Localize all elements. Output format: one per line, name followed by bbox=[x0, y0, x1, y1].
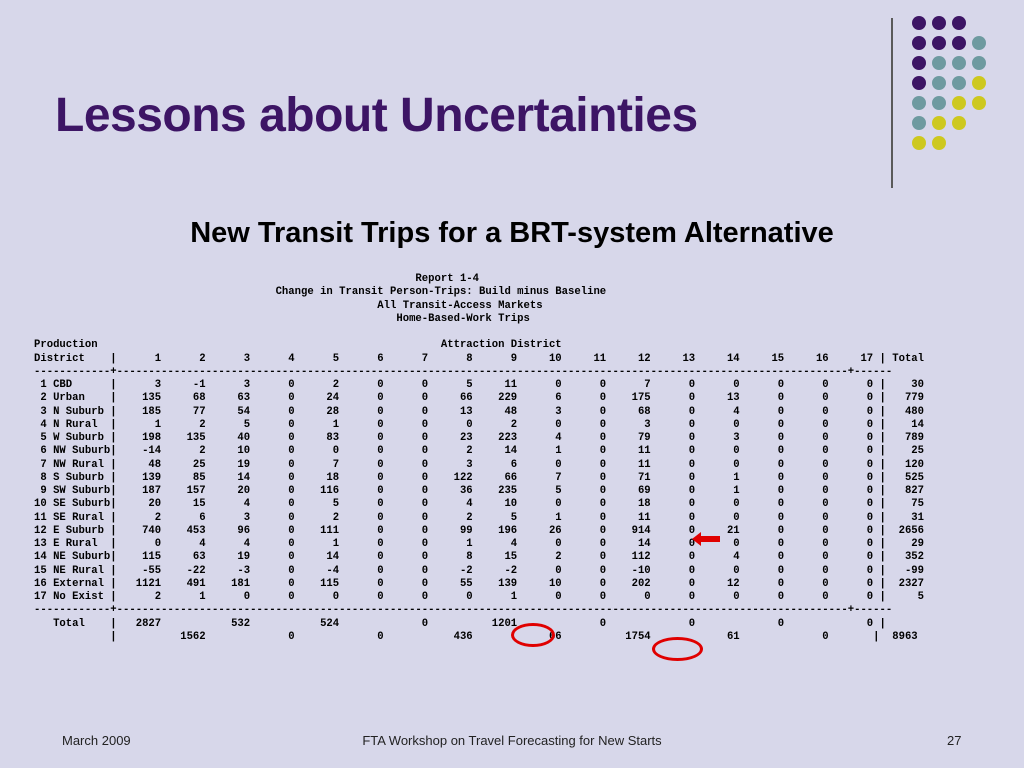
decorative-dot bbox=[932, 36, 946, 50]
decorative-dot bbox=[932, 136, 946, 150]
decorative-dot bbox=[972, 76, 986, 90]
decorative-dot bbox=[932, 116, 946, 130]
report-line: 2 Urban | 135 68 63 0 24 0 0 66 229 6 0 … bbox=[34, 392, 925, 405]
report-line: Total | 2827 532 524 0 1201 0 0 0 0 | bbox=[34, 617, 886, 630]
decorative-dot bbox=[912, 56, 926, 70]
decorative-dot bbox=[912, 136, 926, 150]
decorative-dot bbox=[972, 56, 986, 70]
highlight-circle-1754 bbox=[652, 637, 703, 661]
report-line bbox=[34, 326, 924, 339]
decorative-dot bbox=[952, 16, 966, 30]
report-line: 8 S Suburb | 139 85 14 0 18 0 0 122 66 7… bbox=[34, 471, 925, 484]
slide-title: Lessons about Uncertainties bbox=[55, 89, 698, 142]
report-line: 15 NE Rural | -55 -22 -3 0 -4 0 0 -2 -2 … bbox=[34, 564, 925, 577]
decorative-dot bbox=[952, 96, 966, 110]
decorative-dot bbox=[912, 116, 926, 130]
decorative-dot bbox=[912, 16, 926, 30]
decorative-dot bbox=[932, 16, 946, 30]
decorative-dot bbox=[932, 56, 946, 70]
report-line: 13 E Rural | 0 4 4 0 1 0 0 1 4 0 0 14 0 … bbox=[34, 538, 925, 550]
decorative-dot bbox=[932, 96, 946, 110]
report-line: Production Attraction District bbox=[34, 339, 562, 352]
report-line: Home-Based-Work Trips bbox=[34, 312, 530, 325]
decorative-dot bbox=[952, 116, 966, 130]
report-line: All Transit-Access Markets bbox=[34, 299, 543, 312]
report-line: ------------+---------------------------… bbox=[34, 604, 893, 617]
report-line: 12 E Suburb | 740 453 96 0 111 0 0 99 19… bbox=[34, 524, 925, 537]
decorative-dot bbox=[912, 96, 926, 110]
report-line: 17 No Exist | 2 1 0 0 0 0 0 0 1 0 0 0 0 … bbox=[34, 591, 925, 603]
vertical-divider bbox=[891, 18, 893, 188]
report-line: Report 1-4 bbox=[34, 273, 480, 285]
report-line: Change in Transit Person-Trips: Build mi… bbox=[34, 286, 607, 299]
report-line: 3 N Suburb | 185 77 54 0 28 0 0 13 48 3 … bbox=[34, 405, 925, 418]
report-line: 9 SW Suburb| 187 157 20 0 116 0 0 36 235… bbox=[34, 485, 925, 497]
report-line: ------------+---------------------------… bbox=[34, 365, 893, 378]
highlight-circle-1201 bbox=[511, 623, 555, 647]
report-line: 7 NW Rural | 48 25 19 0 7 0 0 3 6 0 0 11… bbox=[34, 458, 925, 471]
report-line: 10 SE Suburb| 20 15 4 0 5 0 0 4 10 0 0 1… bbox=[34, 498, 925, 511]
report-line: | 1562 0 0 436 66 1754 61 0 | 8963 bbox=[34, 630, 918, 643]
decorative-dot bbox=[932, 76, 946, 90]
decorative-dot bbox=[952, 36, 966, 50]
report-line: 16 External | 1121 491 181 0 115 0 0 55 … bbox=[34, 577, 925, 590]
arrow-left-icon bbox=[692, 532, 720, 546]
report-line: 14 NE Suburb| 115 63 19 0 14 0 0 8 15 2 … bbox=[34, 551, 925, 564]
decorative-dot bbox=[952, 56, 966, 70]
decorative-dot bbox=[912, 36, 926, 50]
footer-workshop-title: FTA Workshop on Travel Forecasting for N… bbox=[362, 733, 662, 748]
report-table: Report 1-4 Change in Transit Person-Trip… bbox=[34, 273, 924, 644]
decorative-dot bbox=[972, 96, 986, 110]
report-line: District | 1 2 3 4 5 6 7 8 9 10 11 12 13… bbox=[34, 352, 925, 365]
decorative-dot bbox=[972, 36, 986, 50]
report-line: 6 NW Suburb| -14 2 10 0 0 0 0 2 14 1 0 1… bbox=[34, 445, 925, 458]
footer-page-number: 27 bbox=[947, 733, 962, 748]
report-line: 5 W Suburb | 198 135 40 0 83 0 0 23 223 … bbox=[34, 432, 925, 444]
report-line: 11 SE Rural | 2 6 3 0 2 0 0 2 5 1 0 11 0… bbox=[34, 511, 925, 524]
report-line: 1 CBD | 3 -1 3 0 2 0 0 5 11 0 0 7 0 0 0 … bbox=[34, 379, 925, 391]
report-line: 4 N Rural | 1 2 5 0 1 0 0 0 2 0 0 3 0 0 … bbox=[34, 418, 925, 431]
slide-subtitle: New Transit Trips for a BRT-system Alter… bbox=[190, 217, 834, 249]
decorative-dot bbox=[952, 76, 966, 90]
footer-date: March 2009 bbox=[62, 733, 131, 748]
decorative-dot bbox=[912, 76, 926, 90]
